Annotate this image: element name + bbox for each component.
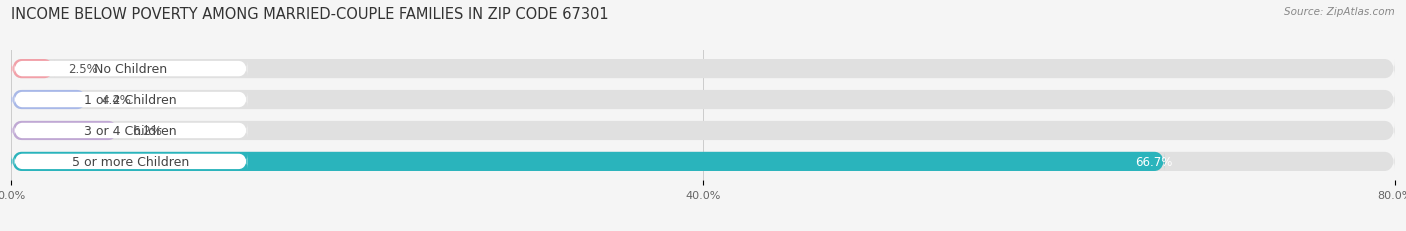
Text: Source: ZipAtlas.com: Source: ZipAtlas.com (1284, 7, 1395, 17)
Text: INCOME BELOW POVERTY AMONG MARRIED-COUPLE FAMILIES IN ZIP CODE 67301: INCOME BELOW POVERTY AMONG MARRIED-COUPL… (11, 7, 609, 22)
Text: 3 or 4 Children: 3 or 4 Children (84, 125, 177, 137)
Text: 1 or 2 Children: 1 or 2 Children (84, 94, 177, 106)
FancyBboxPatch shape (11, 121, 118, 140)
FancyBboxPatch shape (14, 92, 247, 108)
FancyBboxPatch shape (11, 152, 1164, 171)
Text: 2.5%: 2.5% (69, 63, 98, 76)
FancyBboxPatch shape (14, 123, 247, 139)
Text: 4.4%: 4.4% (101, 94, 131, 106)
FancyBboxPatch shape (11, 121, 1395, 140)
FancyBboxPatch shape (11, 152, 1395, 171)
FancyBboxPatch shape (11, 91, 1395, 110)
FancyBboxPatch shape (11, 60, 1395, 79)
FancyBboxPatch shape (14, 61, 247, 77)
FancyBboxPatch shape (11, 60, 55, 79)
Text: No Children: No Children (94, 63, 167, 76)
FancyBboxPatch shape (14, 154, 247, 170)
Text: 66.7%: 66.7% (1136, 155, 1173, 168)
Text: 6.2%: 6.2% (132, 125, 162, 137)
Text: 5 or more Children: 5 or more Children (72, 155, 190, 168)
FancyBboxPatch shape (11, 91, 87, 110)
